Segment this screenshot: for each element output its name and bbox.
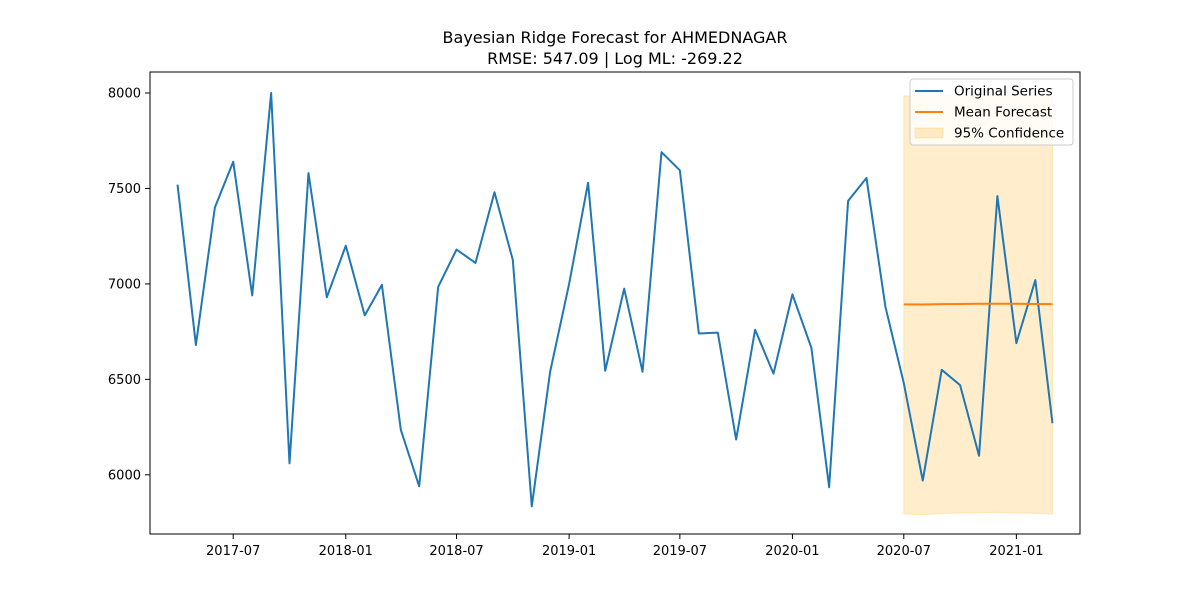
x-tick-label: 2019-07 (653, 544, 707, 559)
legend-mean-forecast-label: Mean Forecast (954, 105, 1052, 121)
x-tick-label: 2018-07 (429, 544, 483, 559)
x-tick-label: 2018-01 (319, 544, 373, 559)
legend-frame (909, 78, 1074, 146)
legend-confidence-label: 95% Confidence (954, 126, 1064, 142)
legend-confidence-swatch (914, 127, 944, 139)
chart-subtitle: RMSE: 547.09 | Log ML: -269.22 (487, 49, 743, 68)
y-tick-label: 6000 (108, 468, 141, 483)
legend: Original Series Mean Forecast 95% Confiden… (909, 78, 1074, 146)
y-tick-label: 8000 (108, 87, 141, 102)
mean-forecast-line (903, 302, 1053, 306)
original-series-line (176, 92, 1054, 508)
chart-title: Bayesian Ridge Forecast for AHMEDNAGAR (443, 28, 788, 47)
x-tick-label: 2020-07 (877, 544, 931, 559)
x-tick-label: 2020-01 (765, 544, 819, 559)
x-tick-label: 2017-07 (206, 544, 260, 559)
series-layer (176, 92, 1054, 508)
x-tick-label: 2019-01 (542, 544, 596, 559)
x-axis: 2017-07 2018-01 2018-07 2019-01 2019-07 2020-… (206, 534, 1044, 559)
y-axis: 6000 6500 7000 7500 8000 (108, 87, 150, 483)
y-tick-label: 7000 (108, 277, 141, 292)
y-tick-label: 7500 (108, 182, 141, 197)
x-tick-label: 2021-01 (989, 544, 1043, 559)
legend-original-series-label: Original Series (954, 84, 1053, 100)
y-tick-label: 6500 (108, 373, 141, 388)
plot-frame (149, 71, 1081, 535)
